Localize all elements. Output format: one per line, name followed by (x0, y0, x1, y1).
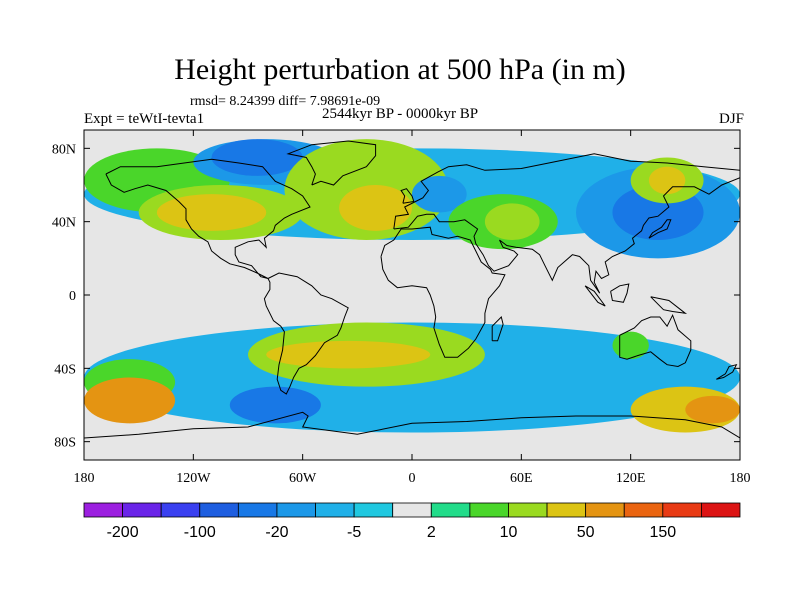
field-region-23 (612, 331, 649, 360)
colorbar-box-7 (353, 502, 394, 518)
experiment-label: Expt = teWtI-tevta1 (84, 111, 205, 127)
y-tick-label-4: 80S (54, 436, 76, 451)
colorbar-box-3 (199, 502, 239, 518)
coastline-borneo (610, 283, 630, 303)
chart-title: Height perturbation at 500 hPa (in m) (174, 53, 626, 86)
field-region-10 (484, 203, 540, 241)
field-region-3 (156, 194, 267, 231)
x-tick-label-4: 60E (510, 471, 533, 486)
season-label: DJF (718, 111, 744, 127)
colorbar-box-10 (469, 502, 509, 518)
coastline-north-america (105, 158, 311, 279)
coastline-uk (400, 188, 415, 204)
colorbar-box-6 (315, 502, 355, 518)
colorbar-box-14 (623, 502, 664, 518)
colorbar-label-0: -200 (107, 524, 139, 541)
colorbar-box-16 (701, 502, 741, 518)
field-region-22 (685, 395, 740, 424)
field-region-5 (211, 139, 303, 176)
field-region-18 (266, 340, 431, 369)
colorbar-box-2 (160, 502, 201, 518)
colorbar-box-5 (276, 502, 316, 518)
y-tick-label-0: 80N (52, 142, 76, 157)
y-tick-label-3: 40S (54, 362, 76, 377)
colorbar-label-4: 2 (427, 524, 436, 541)
coastlines (84, 140, 740, 439)
coastline-antarctica (84, 411, 740, 439)
colorbar-label-2: -20 (265, 524, 288, 541)
coastline-greenland (286, 140, 377, 186)
coastline-africa (380, 226, 506, 358)
stats-text: rmsd= 8.24399 diff= 7.98691e-09 (190, 94, 381, 109)
colorbar-box-9 (430, 502, 471, 518)
colorbar-box-0 (83, 502, 123, 518)
colorbar-label-3: -5 (347, 524, 361, 541)
colorbar-label-6: 50 (577, 524, 595, 541)
coastline-japan (648, 219, 672, 239)
colorbar-box-13 (585, 502, 625, 518)
field-region-19 (84, 377, 176, 424)
coastline-eurasia (393, 153, 740, 294)
coastline-new-guinea (650, 296, 688, 315)
x-tick-label-0: 180 (74, 471, 95, 486)
colorbar-box-4 (237, 502, 278, 518)
x-tick-label-3: 0 (409, 471, 416, 486)
colorbar-label-7: 150 (649, 524, 676, 541)
colorbar: -200 -100 -20 -5 2 10 50 150 (83, 502, 741, 541)
colorbar-label-1: -100 (184, 524, 216, 541)
coastline-south-america (263, 272, 349, 395)
colorbar-box-11 (508, 502, 548, 518)
contour-field (84, 130, 740, 460)
map-axes: 180 120W 60W 0 60E 120E 180 80N 40N 0 40S 80S (52, 130, 751, 486)
x-tick-label-1: 120W (176, 471, 211, 486)
colorbar-box-15 (662, 502, 702, 518)
y-tick-label-1: 40N (52, 216, 76, 231)
y-tick-label-2: 0 (69, 289, 76, 304)
x-tick-label-2: 60W (289, 471, 317, 486)
field-region-14 (648, 166, 686, 195)
coastline-new-zealand (716, 363, 738, 380)
coastline-sumatra (584, 285, 606, 307)
period-label: 2544kyr BP - 0000kyr BP (322, 106, 479, 122)
coastline-australia (619, 313, 692, 368)
colorbar-box-1 (122, 502, 162, 518)
x-tick-label-5: 120E (616, 471, 646, 486)
colorbar-box-12 (546, 502, 587, 518)
colorbar-label-5: 10 (500, 524, 518, 541)
field-region-8 (412, 175, 467, 213)
colorbar-box-8 (392, 502, 432, 518)
x-tick-label-6: 180 (730, 471, 751, 486)
field-region-20 (229, 386, 321, 424)
field-region-7 (339, 185, 412, 231)
coastline-madagascar (491, 316, 504, 342)
